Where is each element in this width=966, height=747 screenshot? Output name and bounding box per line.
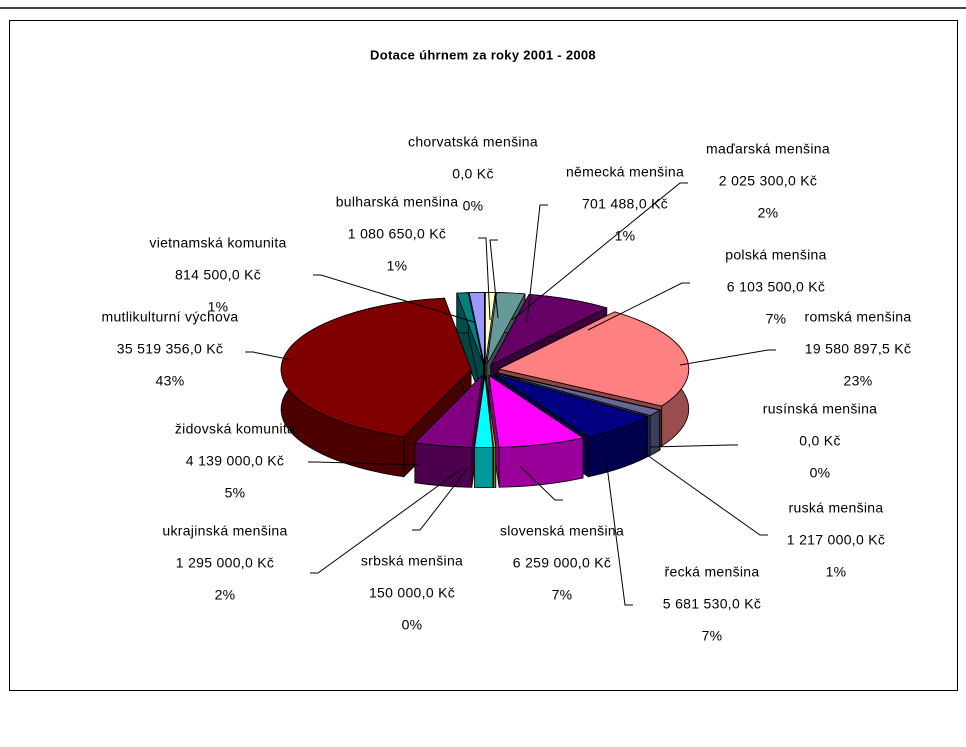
- percent-label: 1%: [387, 258, 408, 274]
- percent-label: 43%: [156, 373, 185, 389]
- category-label: bulharská menšina: [336, 194, 459, 210]
- percent-label: 0%: [810, 465, 831, 481]
- percent-label: 0%: [463, 198, 484, 214]
- leader-line: [679, 349, 776, 366]
- percent-label: 7%: [766, 311, 787, 327]
- slice-top: [489, 293, 608, 366]
- percent-label: 2%: [215, 587, 236, 603]
- leader-line: [313, 274, 475, 323]
- slice-top: [414, 374, 483, 448]
- category-label: romská menšina: [805, 309, 912, 325]
- leader-line: [412, 467, 469, 531]
- value-label: 35 519 356,0 Kč: [117, 341, 223, 357]
- percent-label: 2%: [758, 205, 779, 221]
- value-label: 1 080 650,0 Kč: [348, 226, 446, 242]
- chart-frame: [9, 20, 958, 691]
- slice-top: [486, 292, 526, 365]
- category-label: vietnamská komunita: [149, 235, 286, 251]
- slice-top: [468, 292, 485, 365]
- value-label: 2 025 300,0 Kč: [719, 173, 817, 189]
- leader-line: [511, 182, 688, 321]
- category-label: chorvatská menšina: [408, 134, 538, 150]
- pie: [280, 292, 690, 488]
- percent-label: 5%: [225, 485, 246, 501]
- percent-label: 1%: [615, 228, 636, 244]
- slice: [456, 292, 484, 405]
- slice-top: [280, 297, 472, 438]
- percent-label: 7%: [702, 628, 723, 644]
- leader-line: [649, 444, 738, 448]
- category-label: židovská komunita: [175, 421, 295, 437]
- slice-top: [474, 375, 494, 448]
- slice-top: [497, 311, 690, 407]
- category-label: německá menšina: [566, 164, 684, 180]
- leader-line: [489, 239, 499, 319]
- percent-label: 23%: [844, 373, 873, 389]
- leader-line: [605, 457, 633, 606]
- percent-label: 1%: [208, 299, 229, 315]
- chart-title: Dotace úhrnem za roky 2001 - 2008: [370, 47, 596, 62]
- slice-top: [494, 373, 649, 438]
- slice-top: [488, 374, 585, 448]
- slice-outer-wall: [414, 442, 473, 488]
- category-label: slovenská menšina: [500, 523, 624, 539]
- category-label: mutlikulturní výchova: [101, 309, 238, 325]
- slice-outer-wall: [649, 409, 661, 457]
- leader-line: [310, 469, 461, 574]
- percent-label: 7%: [552, 587, 573, 603]
- slice-top: [485, 375, 497, 448]
- category-label: rusínská menšina: [763, 401, 878, 417]
- value-label: 150 000,0 Kč: [369, 585, 455, 601]
- slice-top: [456, 292, 484, 365]
- value-label: 1 295 000,0 Kč: [176, 555, 274, 571]
- slice: [414, 374, 483, 488]
- value-label: 4 139 000,0 Kč: [186, 453, 284, 469]
- value-label: 6 259 000,0 Kč: [513, 555, 611, 571]
- slice-outer-wall: [493, 447, 497, 488]
- category-label: polská menšina: [725, 247, 826, 263]
- value-label: 814 500,0 Kč: [175, 267, 261, 283]
- slice: [474, 375, 494, 488]
- category-label: ruská menšina: [789, 500, 884, 516]
- leader-line: [308, 461, 421, 466]
- category-label: řecká menšina: [665, 564, 760, 580]
- percent-label: 1%: [826, 564, 847, 580]
- value-label: 19 580 897,5 Kč: [805, 341, 911, 357]
- value-label: 701 488,0 Kč: [582, 196, 668, 212]
- category-label: maďarská menšina: [706, 141, 830, 157]
- value-label: 0,0 Kč: [452, 166, 494, 182]
- leader-line: [526, 204, 548, 323]
- leader-line: [639, 449, 768, 536]
- leader-line: [478, 237, 491, 321]
- leader-line: [519, 465, 563, 501]
- category-label: srbská menšina: [361, 553, 463, 569]
- value-label: 1 217 000,0 Kč: [787, 532, 885, 548]
- percent-label: 0%: [402, 617, 423, 633]
- value-label: 5 681 530,0 Kč: [663, 596, 761, 612]
- slice-top: [496, 372, 661, 416]
- value-label: 0,0 Kč: [799, 433, 841, 449]
- labels: chorvatská menšina 0,0 Kč 0% německá menšin…: [101, 134, 911, 644]
- slice-outer-wall: [474, 447, 494, 488]
- value-label: 6 103 500,0 Kč: [727, 279, 825, 295]
- leader-line: [587, 282, 690, 331]
- leader-line: [245, 351, 293, 361]
- slice: [488, 374, 585, 488]
- category-label: ukrajinská menšina: [162, 523, 287, 539]
